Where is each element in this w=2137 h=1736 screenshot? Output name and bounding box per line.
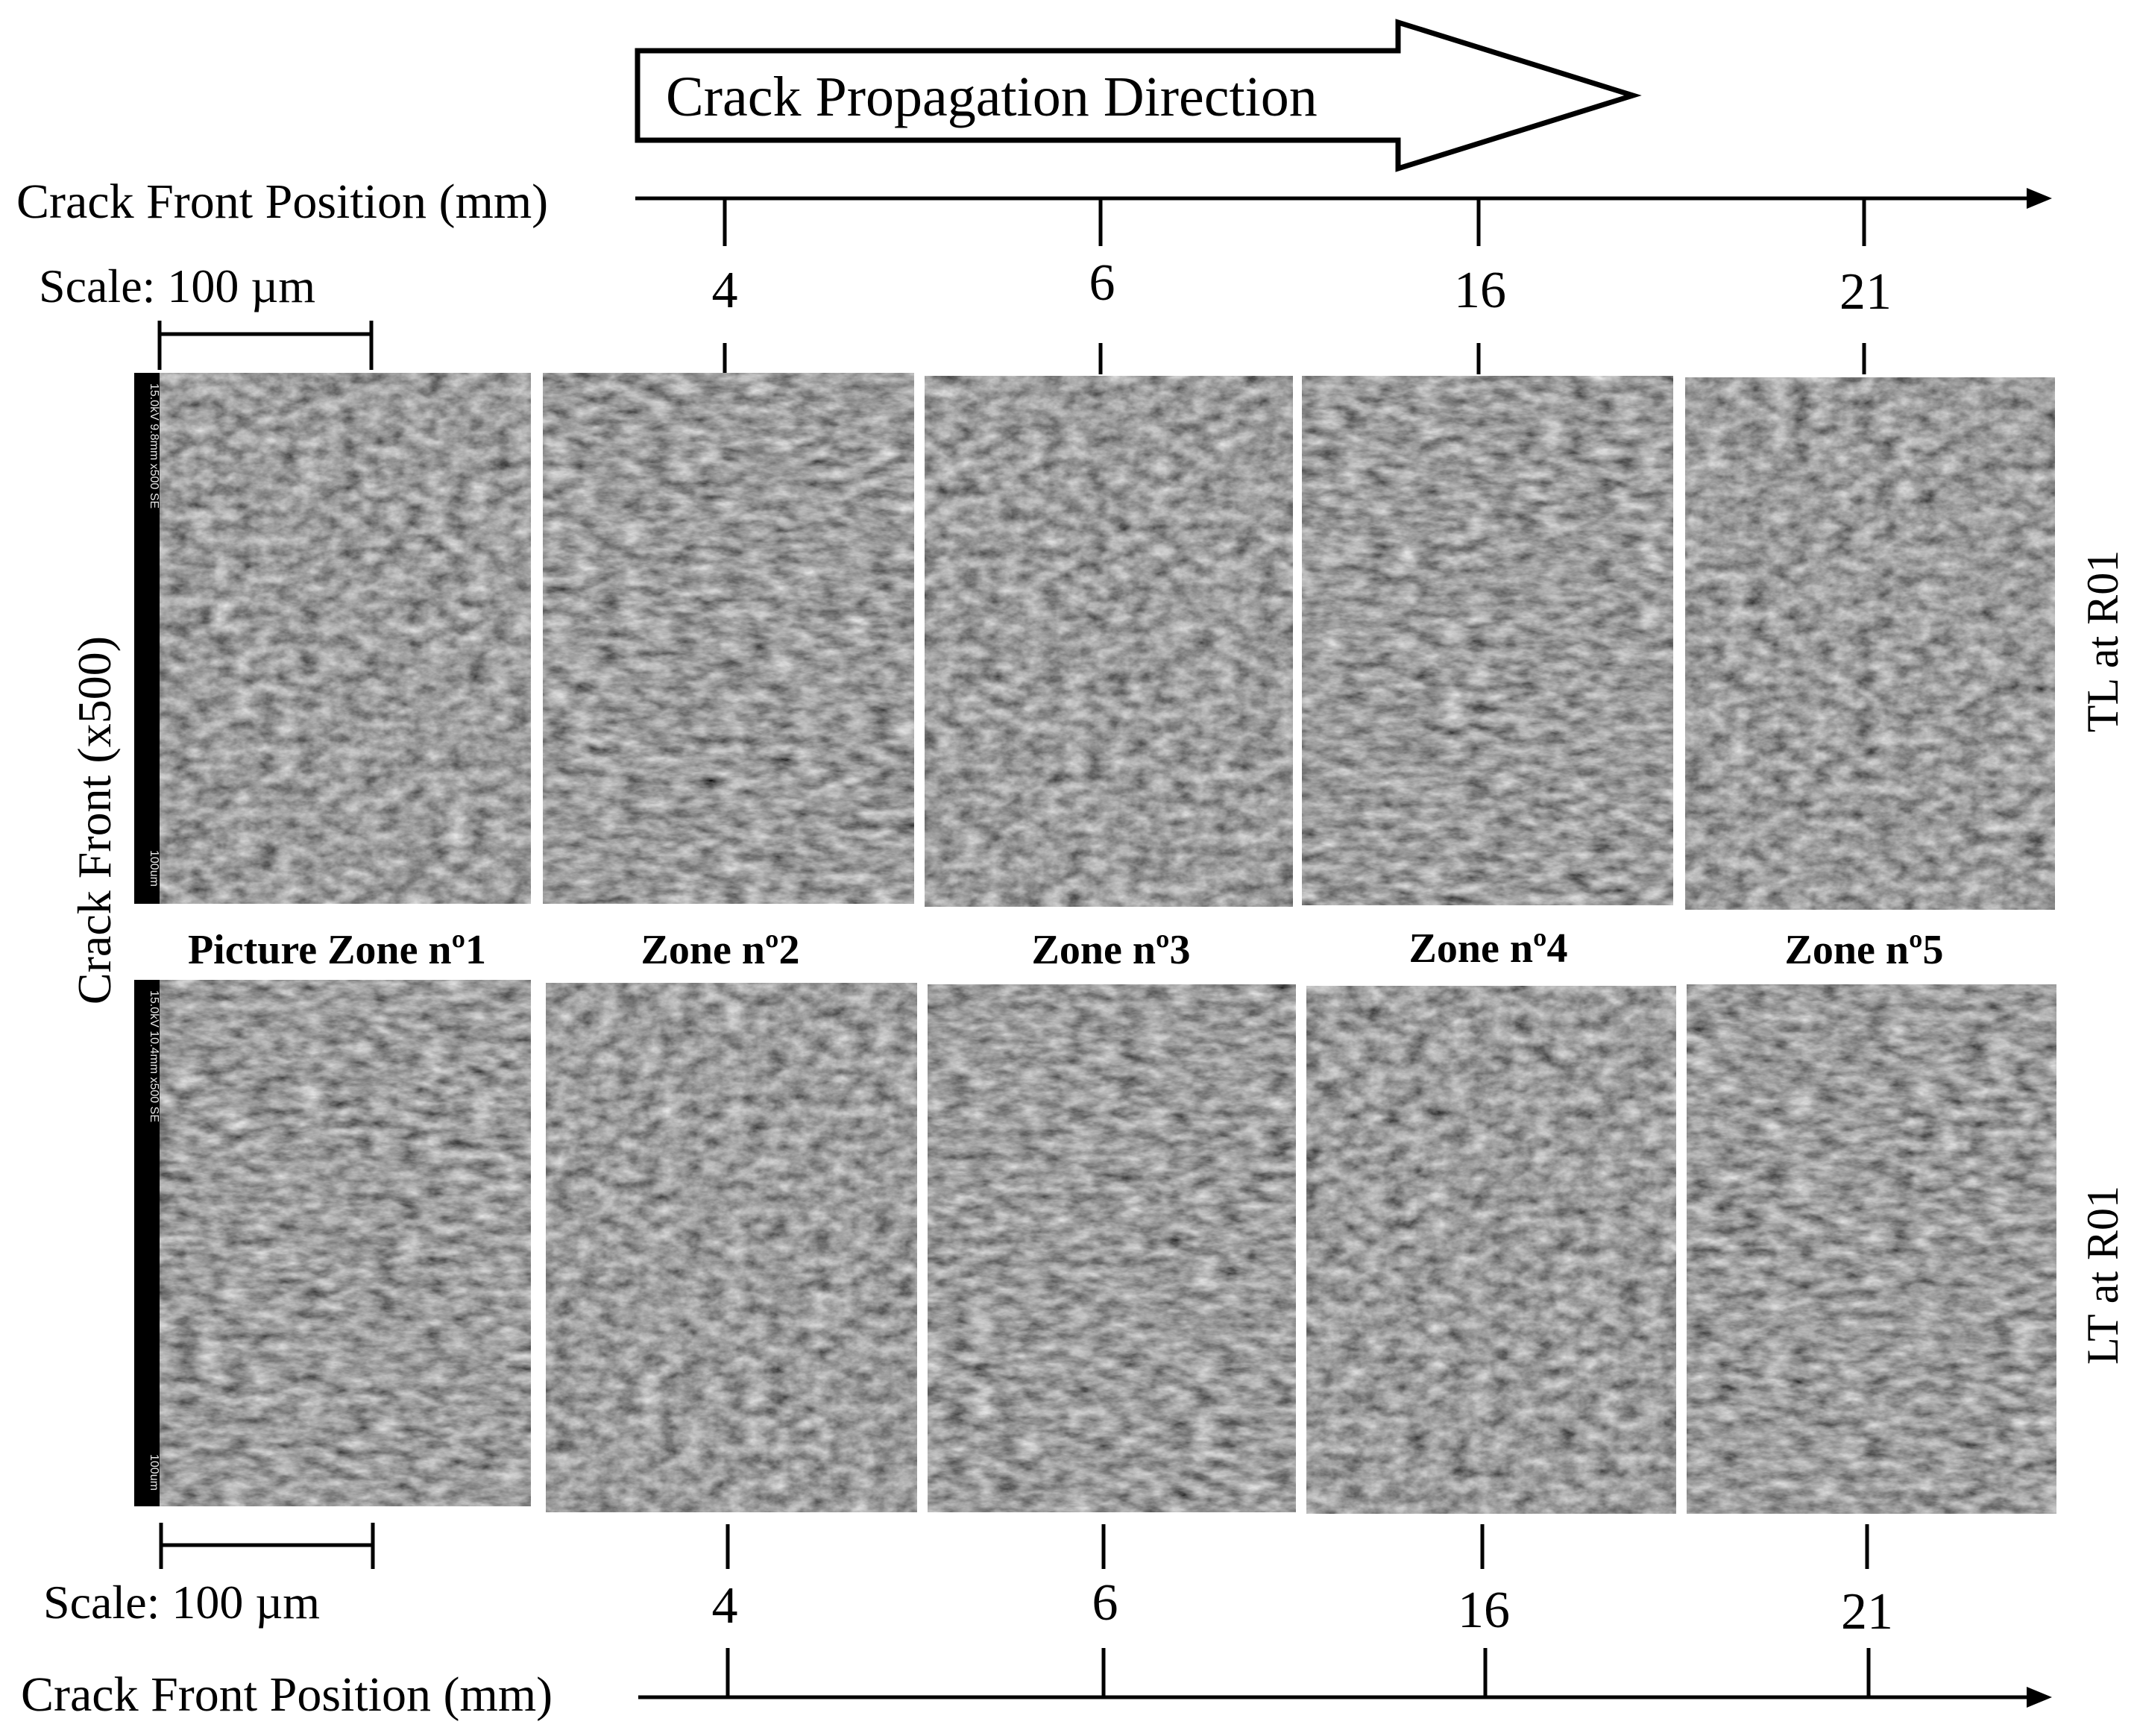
tick-label-bottom-1: 4 [712,1577,738,1635]
tick-label-bottom-2: 6 [1092,1574,1118,1632]
axis-arrowhead-top [2027,188,2052,209]
scale-label-top: Scale: 100 µm [39,260,315,312]
propagation-label: Crack Propagation Direction [666,66,1318,128]
tick-label-bottom-3: 16 [1458,1582,1510,1639]
row-label-tl: TL at R01 [2078,550,2127,732]
micrographs-top-row: 15.0kV 9.8mm x500 SE 100um [134,373,2055,910]
sem-info-strip-top [134,373,160,904]
sem-scale-text-bottom: 100um [148,1454,160,1491]
axis-arrowhead-bottom [2027,1687,2052,1708]
zone-label-3: Zone nº3 [1032,927,1191,973]
scale-bar-top [157,321,374,370]
sem-info-top: 15.0kV 9.8mm x500 SE [148,383,160,509]
scale-bar-bottom [159,1523,375,1569]
ticks-bottom [726,1524,1871,1697]
tick-label-bottom-4: 21 [1841,1583,1893,1641]
tick-label-top-3: 16 [1454,262,1506,319]
sem-info-strip-bottom [134,980,160,1506]
vertical-left-label: Crack Front (x500) [68,636,121,1004]
micrographs-bottom-row: 15.0kV 10.4mm x500 SE 100um [134,980,2056,1514]
tick-label-top-1: 4 [712,262,738,319]
tick-label-top-4: 21 [1839,263,1892,321]
scale-label-bottom: Scale: 100 µm [43,1576,320,1629]
zone-label-2: Zone nº2 [641,927,800,973]
zone-label-4: Zone nº4 [1409,925,1568,972]
ticks-top [723,198,1866,374]
axis-title-top: Crack Front Position (mm) [16,174,548,229]
zone-label-1: Picture Zone nº1 [188,927,486,973]
sem-scale-text-top: 100um [148,850,160,887]
tick-label-top-2: 6 [1089,254,1115,312]
zone-label-5: Zone nº5 [1785,927,1944,973]
row-label-lt: LT at R01 [2078,1186,2127,1365]
sem-info-bottom: 15.0kV 10.4mm x500 SE [148,990,160,1122]
axis-title-bottom: Crack Front Position (mm) [21,1667,553,1722]
propagation-arrow [635,19,1642,172]
